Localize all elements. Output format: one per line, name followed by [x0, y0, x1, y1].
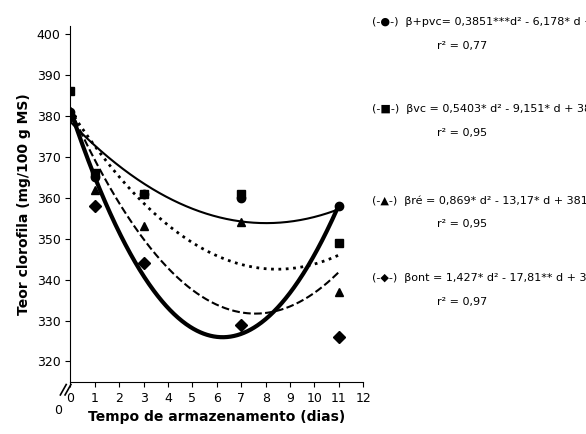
Text: (-▲-)  βré = 0,869* d² - 13,17* d + 381,6: (-▲-) βré = 0,869* d² - 13,17* d + 381,6: [372, 195, 586, 206]
Text: r² = 0,97: r² = 0,97: [437, 297, 487, 307]
Text: (-●-)  β+pvc= 0,3851***d² - 6,178* d + 378,6: (-●-) β+pvc= 0,3851***d² - 6,178* d + 37…: [372, 17, 586, 27]
Text: r² = 0,77: r² = 0,77: [437, 41, 487, 51]
Text: 0: 0: [54, 404, 62, 418]
Text: r² = 0,95: r² = 0,95: [437, 219, 487, 229]
Text: r² = 0,95: r² = 0,95: [437, 128, 487, 138]
Text: (-■-)  βvc = 0,5403* d² - 9,151* d + 381,3: (-■-) βvc = 0,5403* d² - 9,151* d + 381,…: [372, 104, 586, 114]
Y-axis label: Teor clorofila (mg/100 g MS): Teor clorofila (mg/100 g MS): [17, 93, 31, 315]
X-axis label: Tempo de armazenamento (dias): Tempo de armazenamento (dias): [88, 410, 345, 424]
Text: (-◆-)  βont = 1,427* d² - 17,81** d + 381,5: (-◆-) βont = 1,427* d² - 17,81** d + 381…: [372, 273, 586, 283]
